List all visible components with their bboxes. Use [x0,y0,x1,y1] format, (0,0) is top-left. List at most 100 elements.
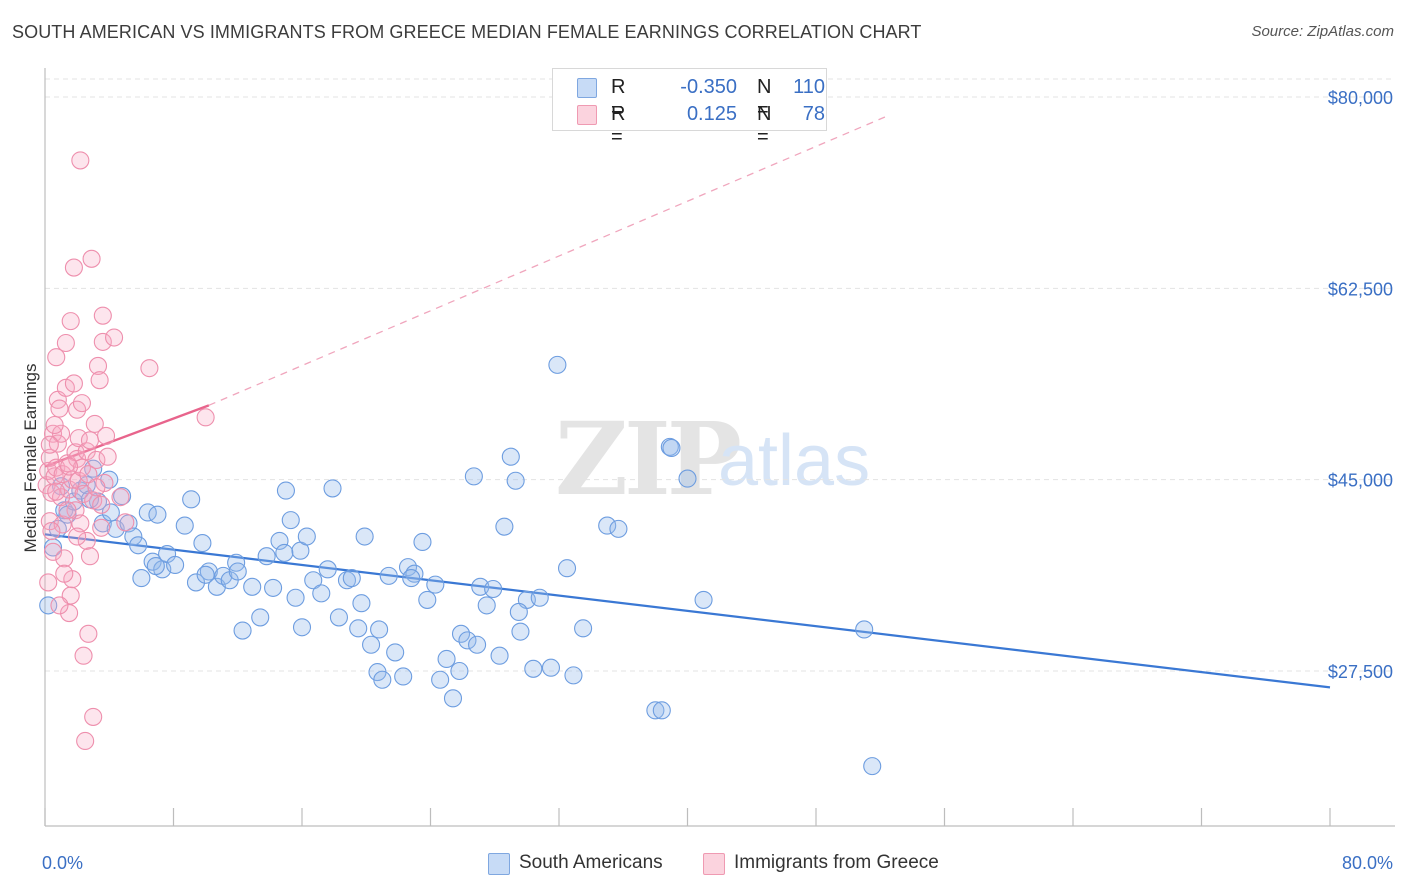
point-greece [47,348,66,367]
point-greece [69,429,88,448]
point-greece [76,731,95,751]
point-south-american [574,619,593,638]
point-south-american [129,536,148,555]
point-greece [64,258,83,277]
watermark-atlas: atlas [718,421,871,501]
point-south-american [557,559,577,578]
y-tick-label: $62,500 [1328,279,1393,299]
point-south-american [379,566,398,585]
point-south-american [113,487,132,506]
point-south-american [124,527,143,546]
point-south-american [148,505,167,524]
chart-title: SOUTH AMERICAN VS IMMIGRANTS FROM GREECE… [12,22,922,42]
point-south-american [233,621,252,640]
point-south-american [243,577,262,596]
point-south-american [402,569,421,588]
legend-swatch-blue [577,78,597,98]
point-south-american [342,569,361,588]
point-south-american [458,631,477,650]
point-south-american [678,469,697,488]
legend-r-label: R = [611,103,626,148]
point-south-american [264,578,283,597]
point-greece [82,249,101,268]
point-greece [71,151,90,170]
point-south-american [598,516,617,535]
point-south-american [101,503,120,522]
legend-r-label: R = [611,76,626,121]
point-south-american [564,666,583,685]
point-south-american [297,527,316,546]
point-greece [40,448,59,467]
point-south-american [166,555,185,574]
point-south-american [548,355,567,374]
point-south-american [275,543,294,562]
point-south-american [468,635,487,654]
point-greece [87,478,106,497]
axes [44,68,1395,827]
point-south-american [501,447,520,466]
point-greece [47,458,66,477]
point-greece [105,328,124,347]
point-south-american [437,649,456,669]
point-south-american [451,624,471,643]
point-greece [42,522,61,541]
point-south-american [509,602,528,622]
point-greece [50,596,69,615]
y-tick-label: $45,000 [1328,471,1393,491]
watermark-zip: ZIP [555,400,742,518]
point-south-american [646,701,665,720]
point-greece [80,431,100,450]
point-greece [92,495,111,514]
point-south-american [329,608,348,627]
point-greece [60,457,79,476]
point-south-american [281,511,300,530]
point-greece [43,542,63,561]
point-south-american [662,438,681,458]
legend-r-value: -0.350 [680,76,737,98]
point-greece [93,306,112,325]
bottom-legend-label: South Americans [519,852,663,873]
point-south-american [394,667,413,686]
point-greece [61,312,80,331]
point-greece [87,450,106,470]
y-axis-label: Median Female Earnings [21,364,40,553]
point-south-american [855,620,874,639]
point-south-american [530,588,549,607]
point-greece [53,465,72,484]
point-greece [111,488,130,507]
point-greece [96,426,116,445]
data-points [37,151,882,776]
trend-extension-greece [208,114,889,406]
point-greece [74,646,93,665]
point-south-american [182,490,201,509]
point-south-american [349,619,368,638]
point-south-american [609,519,628,538]
legend-n-value: 110 [793,76,825,98]
point-south-american [431,670,450,689]
point-greece [55,564,74,583]
point-south-american [541,658,561,677]
bottom-legend-swatch-blue [488,853,510,875]
point-greece [93,332,112,351]
point-south-american [370,620,389,639]
point-south-american [228,562,247,581]
y-tick-label: $80,000 [1328,88,1393,108]
point-greece [45,415,64,435]
point-greece [196,408,215,427]
point-greece [64,374,83,393]
point-south-american [426,575,445,594]
legend-n-label: N = [757,103,772,148]
point-greece [50,399,69,418]
point-south-american [257,547,276,566]
point-greece [53,515,72,534]
correlation-legend: R = -0.350 N = 110 R = 0.125 N = 78 [552,68,827,148]
point-south-american [652,701,671,720]
point-south-american [132,569,151,588]
point-greece [72,394,91,413]
point-south-american [318,560,337,579]
point-greece [39,573,58,592]
point-south-american [413,532,432,552]
point-south-american [464,467,483,486]
point-south-american [443,689,463,708]
point-greece [58,501,77,520]
